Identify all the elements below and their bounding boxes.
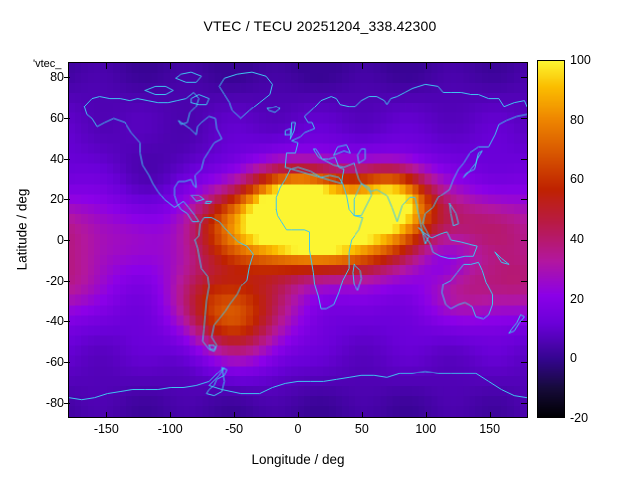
y-tick-mark xyxy=(521,77,527,79)
colorbar-tick-label: 20 xyxy=(570,291,584,306)
x-tick-label: -100 xyxy=(157,422,183,436)
x-tick-mark xyxy=(361,412,363,418)
colorbar-tick-label: -20 xyxy=(570,411,589,425)
y-tick-mark xyxy=(64,240,70,241)
colorbar-tick-label: 0 xyxy=(570,351,577,366)
y-tick-mark xyxy=(64,199,70,201)
y-tick-mark xyxy=(64,117,70,119)
x-tick-mark xyxy=(489,412,491,418)
x-tick-label: 100 xyxy=(415,422,437,436)
y-tick-mark xyxy=(521,402,527,404)
y-tick-mark xyxy=(521,321,527,323)
y-tick-label: -80 xyxy=(45,395,64,410)
x-tick-mark xyxy=(425,63,427,69)
y-tick-mark xyxy=(521,362,527,364)
x-axis-title: Longitude / deg xyxy=(251,452,345,467)
page-title: VTEC / TECU 20251204_338.42300 xyxy=(203,18,437,34)
y-tick-mark xyxy=(521,117,527,119)
colorbar-tick-label: 40 xyxy=(570,232,584,246)
x-axis-tick-labels: -150 -100 -50 0 50 100 150 xyxy=(68,422,528,442)
x-tick-label: 150 xyxy=(479,422,501,436)
y-tick-mark xyxy=(521,158,527,160)
y-tick-label: 40 xyxy=(50,151,64,166)
colorbar-gradient xyxy=(538,61,564,417)
x-tick-mark xyxy=(234,63,236,69)
x-tick-mark xyxy=(106,63,108,69)
tec-heatmap-canvas xyxy=(69,63,527,417)
y-tick-label: 60 xyxy=(50,110,64,125)
y-tick-label: 0 xyxy=(57,233,64,247)
x-tick-mark xyxy=(170,412,172,418)
x-tick-mark xyxy=(170,63,172,69)
x-tick-mark xyxy=(489,63,491,69)
y-tick-label: -20 xyxy=(45,273,64,288)
colorbar-tick-label: 60 xyxy=(570,172,584,187)
x-tick-label: 50 xyxy=(354,422,369,436)
y-tick-label: -40 xyxy=(45,314,64,329)
y-tick-mark xyxy=(521,199,527,201)
map-plot-area xyxy=(68,62,528,418)
x-tick-mark xyxy=(234,412,236,418)
colorbar-tick-label: 100 xyxy=(570,53,591,67)
colorbar-tick-labels: 100 80 60 40 20 0 -20 xyxy=(570,53,630,425)
x-tick-mark xyxy=(106,412,108,418)
y-tick-mark xyxy=(521,280,527,282)
x-tick-mark xyxy=(298,63,299,69)
plot-key-title: 'vtec_ xyxy=(33,58,62,70)
y-tick-label: 20 xyxy=(50,192,64,207)
x-tick-mark xyxy=(361,63,363,69)
y-tick-mark xyxy=(521,240,527,241)
y-tick-mark xyxy=(64,280,70,282)
y-tick-label: -60 xyxy=(45,355,64,370)
y-tick-label: 80 xyxy=(50,70,64,85)
y-axis-title: Latitude / deg xyxy=(14,188,30,271)
y-tick-mark xyxy=(64,402,70,404)
x-tick-label: 0 xyxy=(294,422,302,436)
colorbar xyxy=(537,60,565,418)
x-tick-mark xyxy=(425,412,427,418)
y-axis-tick-labels: 80 60 40 20 0 -20 -40 -60 -80 xyxy=(20,62,64,418)
y-tick-mark xyxy=(64,77,70,79)
y-tick-mark xyxy=(64,362,70,364)
x-tick-label: -50 xyxy=(225,422,244,436)
x-tick-label: -150 xyxy=(93,422,119,436)
x-tick-mark xyxy=(298,412,299,418)
colorbar-tick-label: 80 xyxy=(570,112,584,127)
y-tick-mark xyxy=(64,158,70,160)
y-tick-mark xyxy=(64,321,70,323)
